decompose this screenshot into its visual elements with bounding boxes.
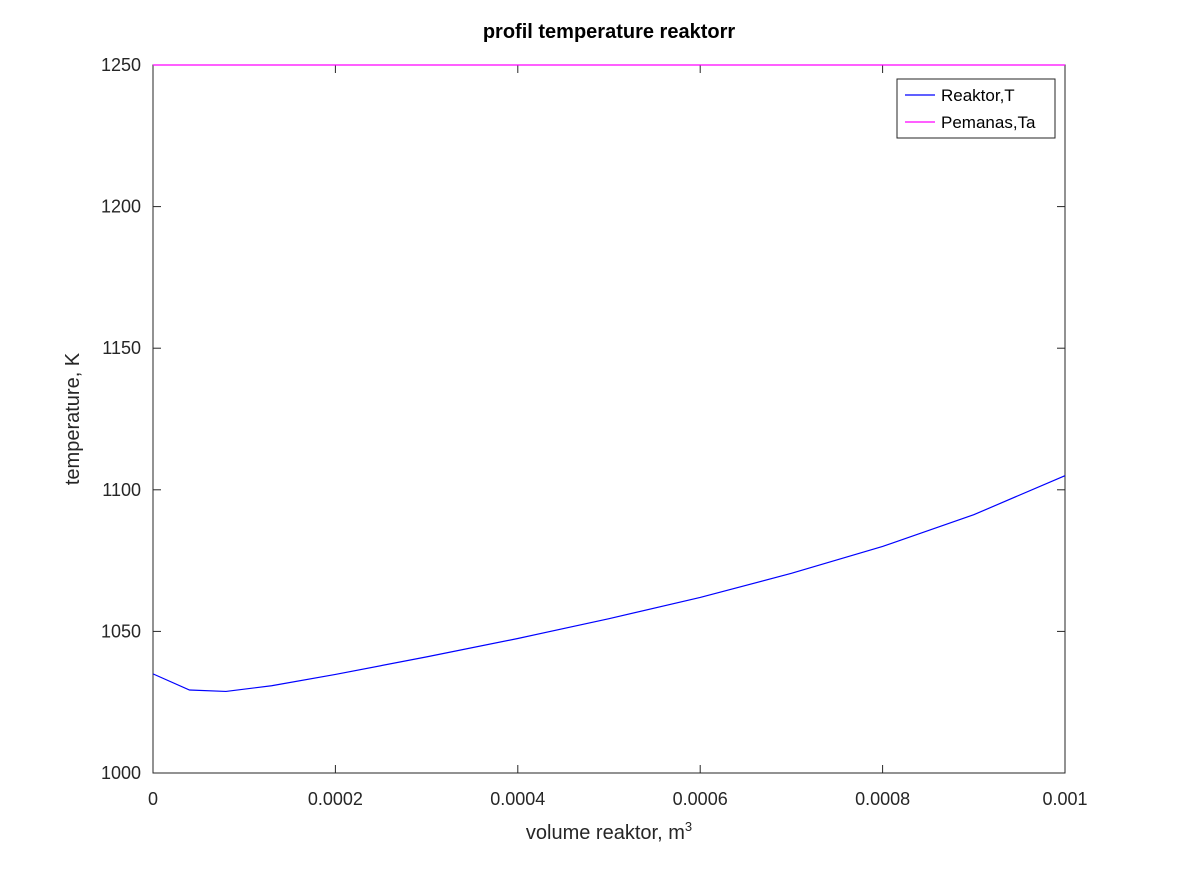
y-tick-label: 1000: [101, 763, 141, 783]
x-tick-label: 0.001: [1042, 789, 1087, 809]
legend-label: Reaktor,T: [941, 86, 1015, 105]
series-line-reaktor-t: [152, 475, 1066, 693]
plot-area: [152, 64, 1066, 774]
x-tick-label: 0.0004: [490, 789, 545, 809]
legend-label: Pemanas,Ta: [941, 113, 1036, 132]
series-lines: [152, 64, 1066, 693]
legend-box: [896, 78, 1056, 139]
y-tick-label: 1200: [101, 197, 141, 217]
x-tick-label: 0.0006: [673, 789, 728, 809]
x-tick-label: 0.0002: [308, 789, 363, 809]
x-axis-label: volume reaktor, m3: [526, 819, 692, 844]
y-axis-ticks: 1000 1050 1100 1150 1200 1250: [101, 55, 1065, 783]
chart-title: profil temperature reaktorr: [483, 21, 736, 43]
y-tick-label: 1250: [101, 55, 141, 75]
y-axis-label: temperature, K: [62, 352, 84, 485]
legend: Reaktor,T Pemanas,Ta: [896, 78, 1056, 139]
y-tick-label: 1050: [101, 621, 141, 641]
plot-frame: [152, 64, 1066, 774]
x-tick-label: 0.0008: [855, 789, 910, 809]
x-tick-label: 0: [148, 789, 158, 809]
x-axis-ticks: 0 0.0002 0.0004 0.0006 0.0008 0.001: [148, 65, 1088, 809]
y-tick-label: 1150: [102, 338, 141, 358]
x-axis-label-superscript: 3: [685, 819, 692, 834]
y-tick-label: 1100: [102, 480, 141, 500]
